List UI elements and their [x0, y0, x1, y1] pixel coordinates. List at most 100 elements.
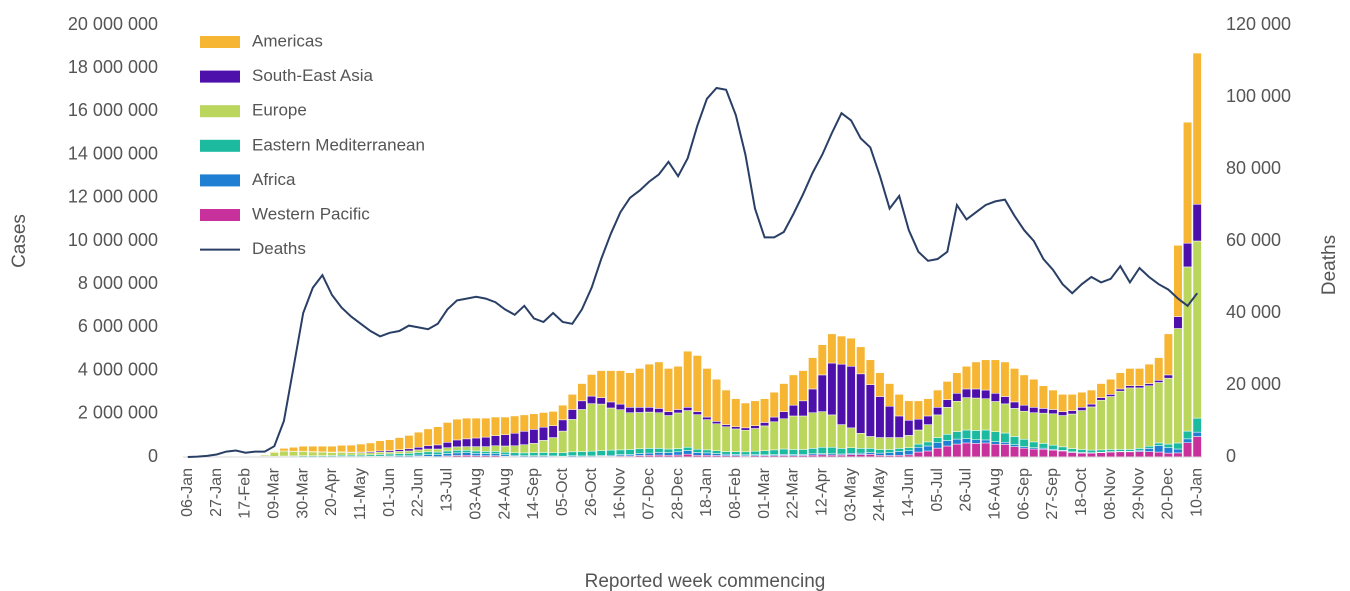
bar-segment — [654, 452, 664, 456]
bar-segment — [510, 452, 520, 456]
bar-segment — [481, 436, 491, 447]
bar-segment — [904, 435, 914, 448]
bar-segment — [1144, 383, 1154, 386]
bar-segment — [1067, 448, 1077, 453]
bar-segment — [1183, 442, 1193, 458]
deaths-line — [187, 86, 1198, 458]
bar-segment — [625, 449, 635, 455]
x-tick-label: 03-May — [842, 468, 859, 521]
bar-segment — [1192, 240, 1202, 419]
bar-segment — [587, 450, 597, 457]
bar-segment — [394, 437, 404, 450]
bar-segment — [663, 415, 673, 450]
x-tick-label: 08-Nov — [1102, 468, 1119, 520]
bar-segment — [712, 378, 722, 422]
bar-segment — [1135, 368, 1144, 386]
bar-segment — [548, 425, 558, 438]
bar-segment — [817, 411, 827, 448]
bar-segment — [327, 445, 337, 453]
legend-swatch — [200, 105, 240, 118]
bar-segment — [692, 355, 702, 412]
bar-segment — [731, 428, 741, 452]
bar-segment — [481, 446, 491, 452]
bar-segment — [1038, 408, 1048, 414]
bar-segment — [904, 400, 914, 421]
bar-segment — [433, 454, 443, 457]
bar-segment — [827, 414, 837, 448]
bar-segment — [625, 412, 635, 450]
bar-segment — [490, 445, 500, 452]
bar-segment — [808, 357, 818, 390]
legend-label: Western Pacific — [252, 204, 370, 223]
bar-segment — [981, 359, 991, 391]
bar-segment — [1096, 397, 1106, 401]
bar-segment — [865, 384, 875, 437]
bar-segment — [952, 438, 962, 445]
bar-segment — [327, 452, 337, 456]
bar-segment — [923, 450, 933, 458]
bar-segment — [269, 451, 279, 453]
bar-segment — [683, 450, 693, 455]
bar-segment — [942, 407, 952, 435]
bar-segment — [298, 445, 308, 452]
bar-segment — [558, 452, 568, 457]
bar-segment — [635, 368, 645, 408]
bar-segment — [769, 416, 779, 423]
bar-segment — [1125, 368, 1135, 386]
bar-segment — [750, 425, 760, 429]
bar-segment — [856, 432, 866, 449]
x-tick-label: 08-Feb — [727, 468, 744, 519]
bar-segment — [827, 362, 837, 416]
x-tick-label: 30-Mar — [294, 467, 311, 518]
bar-segment — [375, 451, 385, 455]
y-tick-label: 4 000 000 — [78, 359, 158, 379]
legend-label: South-East Asia — [252, 66, 374, 85]
bar-segment — [1096, 399, 1106, 451]
bar-segment — [942, 399, 952, 408]
bar-segment — [644, 407, 654, 413]
bar-segment — [1096, 383, 1106, 398]
bar-segment — [1000, 396, 1010, 405]
legend-swatch — [200, 139, 240, 152]
bar-segment — [433, 444, 443, 450]
y2-axis-title: Deaths — [1319, 235, 1340, 295]
bar-segment — [1029, 378, 1039, 408]
x-tick-label: 01-Mar — [756, 467, 773, 518]
bar-segment — [1077, 449, 1087, 453]
bar-segment — [1183, 242, 1193, 268]
bar-segment — [596, 403, 606, 451]
bar-segment — [452, 439, 462, 448]
bar-segment — [990, 441, 1000, 445]
bar-segment — [414, 431, 424, 448]
bar-segment — [923, 398, 933, 417]
bar-segment — [404, 448, 414, 452]
bar-segment — [471, 450, 481, 454]
bar-segment — [692, 414, 702, 450]
bar-segment — [1029, 407, 1039, 413]
bar-segment — [1106, 396, 1116, 450]
bar-segment — [1019, 404, 1029, 412]
bar-segment — [683, 447, 693, 451]
bar-segment — [346, 444, 356, 453]
bar-segment — [942, 445, 952, 458]
bar-segment — [567, 451, 577, 456]
bar-segment — [1183, 121, 1193, 244]
bar-segment — [788, 404, 798, 417]
bar-segment — [519, 444, 529, 454]
bar-segment — [808, 412, 818, 449]
bar-segment — [837, 363, 846, 425]
bar-segment — [433, 426, 443, 446]
bar-segment — [385, 439, 395, 451]
y-tick-label: 8 000 000 — [78, 273, 158, 293]
bar-segment — [644, 452, 654, 456]
bar-segment — [471, 446, 481, 452]
bar-segment — [1077, 410, 1087, 450]
legend-swatch — [200, 209, 240, 221]
bar-segment — [1000, 432, 1010, 443]
bar-segment — [385, 453, 395, 457]
bar-segment — [1192, 436, 1202, 458]
bar-segment — [721, 451, 731, 455]
bar-segment — [846, 366, 856, 429]
bar-segment — [279, 448, 289, 452]
bar-segment — [1163, 377, 1173, 445]
